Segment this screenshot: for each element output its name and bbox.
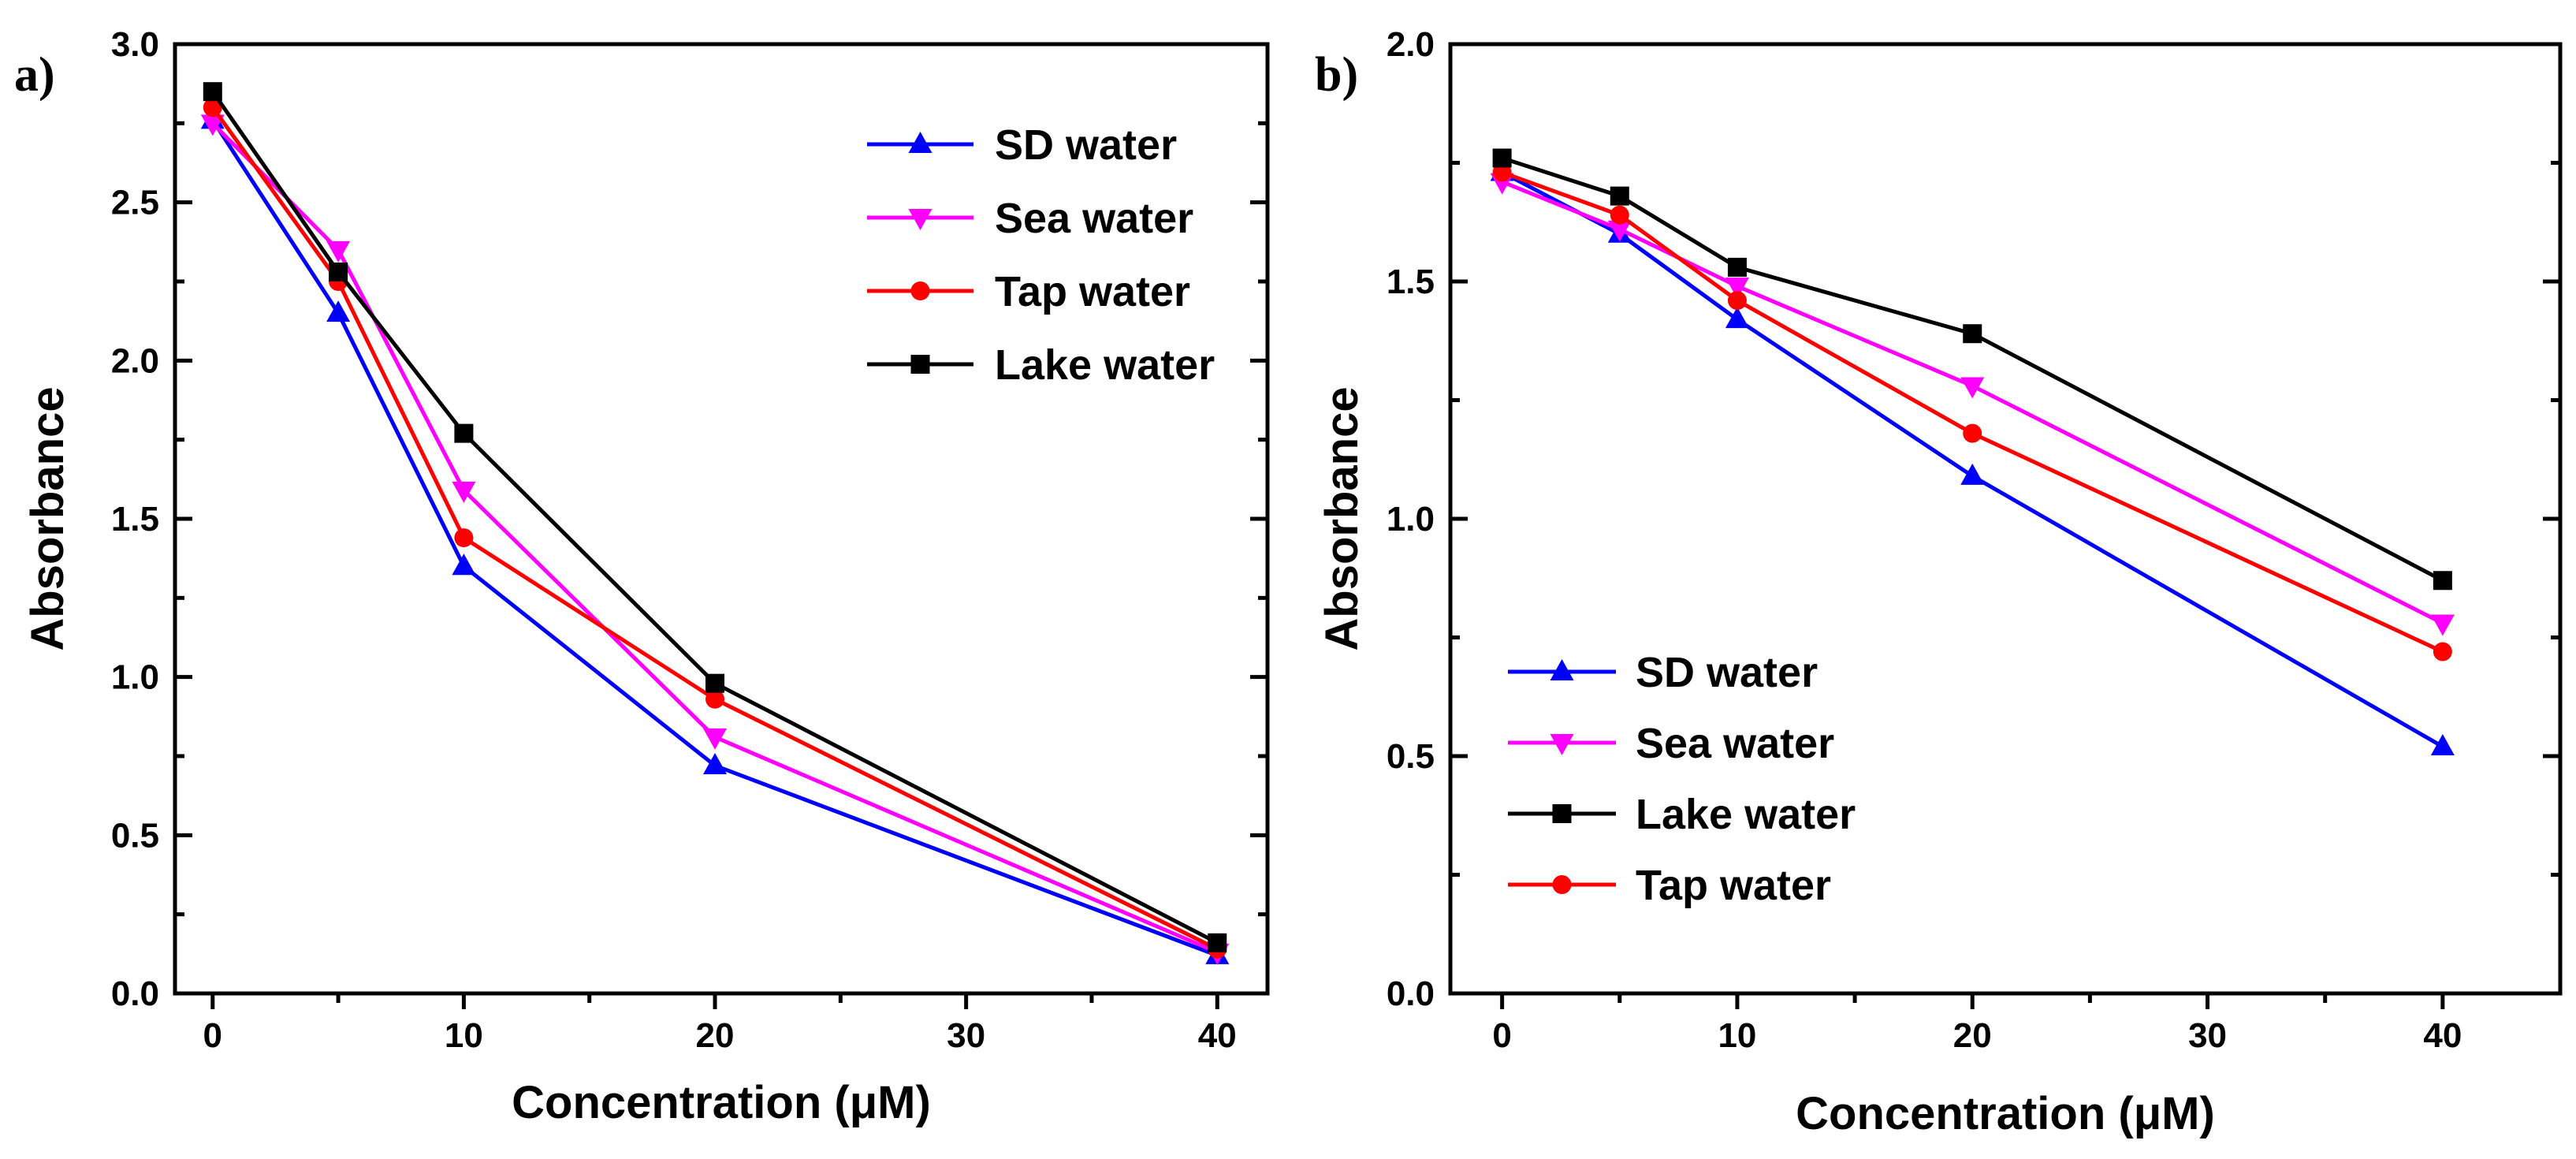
y-tick-label: 0.5: [1387, 737, 1435, 776]
plot-frame: [173, 42, 1270, 996]
data-point-lake-water: [329, 262, 348, 281]
legend-label-sd-water: SD water: [1636, 649, 1818, 696]
x-tick-label: 10: [445, 1016, 483, 1055]
x-axis-title: Concentration (μM): [1796, 1088, 2215, 1139]
data-point-sd-water: [326, 300, 351, 322]
x-axis-title: Concentration (μM): [512, 1077, 931, 1128]
y-tick-label: 2.5: [111, 184, 159, 222]
panel-label: a): [14, 48, 55, 102]
data-point-lake-water: [1610, 186, 1629, 206]
x-tick-label: 20: [696, 1016, 735, 1055]
y-tick-label: 1.0: [111, 658, 159, 697]
y-axis-title: Absorbance: [1316, 386, 1368, 650]
legend-marker-tap-water: [910, 281, 930, 300]
legend-marker-sea-water: [908, 209, 932, 230]
y-tick-label: 0.5: [111, 816, 159, 855]
x-tick-label: 40: [1198, 1016, 1237, 1055]
data-point-lake-water: [1963, 324, 1982, 344]
data-point-sd-water: [1960, 463, 1985, 485]
data-point-tap-water: [1610, 205, 1629, 225]
plot-frame: [1448, 42, 2563, 996]
data-point-sea-water: [326, 240, 351, 263]
data-point-sea-water: [1725, 278, 1749, 300]
x-tick-label: 0: [203, 1016, 222, 1055]
legend-marker-lake-water: [1552, 804, 1572, 823]
x-tick-label: 10: [1718, 1016, 1756, 1055]
x-tick-label: 40: [2423, 1016, 2462, 1055]
y-tick-label: 1.0: [1387, 500, 1435, 539]
data-point-sd-water: [1725, 307, 1749, 329]
data-point-lake-water: [203, 82, 222, 102]
legend-label-sea-water: Sea water: [1636, 720, 1834, 767]
data-point-sea-water: [2430, 614, 2455, 636]
legend-marker-sea-water: [1550, 734, 1574, 755]
data-point-sea-water: [200, 114, 225, 136]
data-point-sd-water: [703, 753, 728, 775]
data-point-sd-water: [452, 553, 476, 576]
series-line-sea-water: [211, 121, 1219, 955]
y-tick-label: 1.5: [111, 500, 159, 539]
data-point-tap-water: [1963, 423, 1982, 443]
legend-marker-sd-water: [1550, 659, 1574, 680]
legend-label-tap-water: Tap water: [1636, 862, 1831, 909]
data-point-sea-water: [703, 728, 728, 750]
x-tick-label: 30: [2188, 1016, 2227, 1055]
x-tick-label: 0: [1492, 1016, 1511, 1055]
legend-marker-tap-water: [1552, 875, 1572, 894]
data-point-tap-water: [1727, 291, 1747, 311]
y-axis-title: Absorbance: [22, 386, 73, 650]
y-tick-label: 3.0: [111, 25, 159, 64]
data-point-lake-water: [454, 423, 474, 443]
legend-marker-lake-water: [910, 355, 930, 374]
data-point-tap-water: [705, 689, 725, 709]
data-point-lake-water: [1727, 257, 1747, 277]
x-tick-label: 20: [1953, 1016, 1992, 1055]
data-point-tap-water: [1492, 162, 1512, 182]
data-point-tap-water: [2433, 642, 2452, 661]
y-tick-label: 1.5: [1387, 263, 1435, 301]
data-point-lake-water: [2433, 571, 2452, 591]
y-tick-label: 2.0: [1387, 25, 1435, 64]
x-tick-label: 30: [947, 1016, 985, 1055]
data-point-sd-water: [2430, 733, 2455, 755]
y-tick-label: 0.0: [111, 975, 159, 1013]
legend: SD water Sea water Tap water Lake water: [867, 121, 1215, 389]
data-point-sea-water: [1607, 220, 1632, 242]
legend-marker-sd-water: [908, 132, 932, 153]
data-point-lake-water: [705, 673, 725, 693]
series-line-sea-water: [1501, 180, 2444, 625]
series-line-lake-water: [1501, 156, 2444, 583]
legend-label-tap-water: Tap water: [995, 268, 1190, 315]
data-point-tap-water: [203, 98, 222, 117]
panel-label: b): [1315, 48, 1358, 102]
series-line-sd-water: [210, 118, 1219, 958]
chart-panel-a: 0.0 0.5 1.0 1.5 2.0 2.5 3.0 0 10 20 30 40 Concentrat…: [14, 25, 1270, 1128]
y-tick-label: 2.0: [111, 341, 159, 380]
data-point-sea-water: [452, 481, 476, 503]
legend-label-sea-water: Sea water: [995, 195, 1193, 242]
series-line-tap-water: [1501, 170, 2444, 654]
y-tick-label: 0.0: [1387, 975, 1435, 1013]
data-point-lake-water: [1208, 933, 1227, 952]
data-point-sea-water: [1960, 377, 1985, 399]
data-point-tap-water: [454, 528, 474, 548]
chart-panel-b: 0.0 0.5 1.0 1.5 2.0 0 10 20 30 40 Concentration (μ…: [1315, 25, 2563, 1139]
legend-label-sd-water: SD water: [995, 121, 1177, 169]
legend-label-lake-water: Lake water: [995, 341, 1215, 389]
data-point-lake-water: [1492, 148, 1512, 168]
legend: SD water Sea water Lake water Tap water: [1508, 649, 1856, 909]
legend-label-lake-water: Lake water: [1636, 791, 1856, 838]
